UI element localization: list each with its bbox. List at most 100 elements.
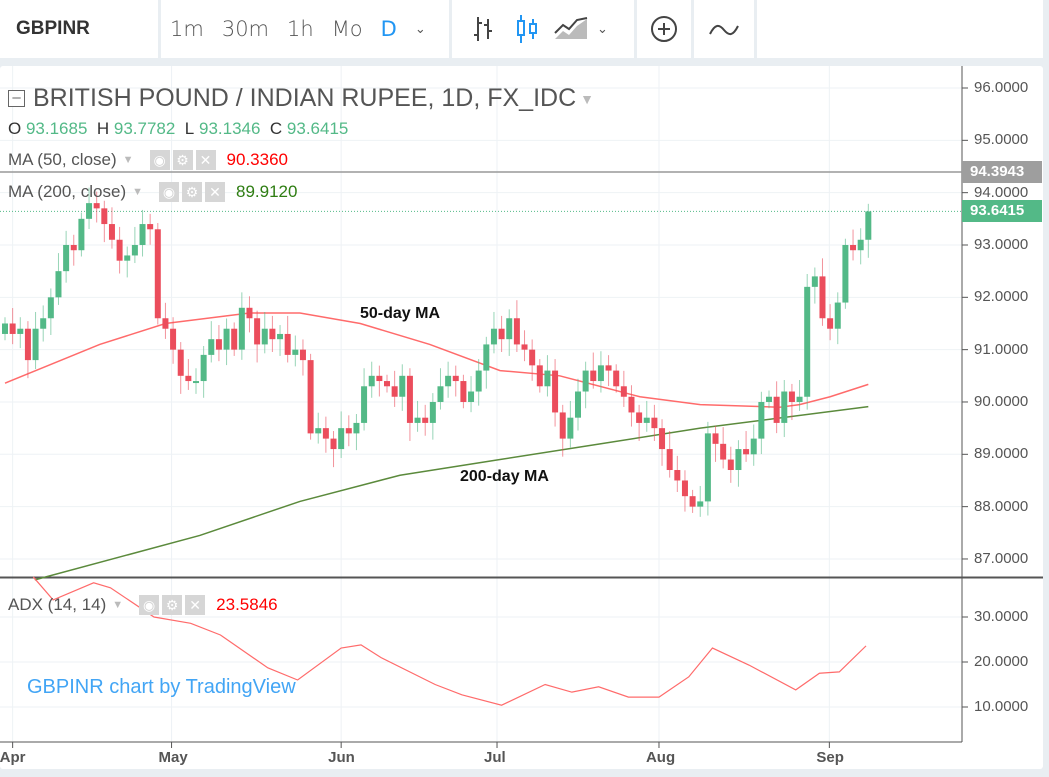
candle-body [529,349,536,366]
chevron-down-icon[interactable]: ⌄ [597,21,608,37]
chevron-down-icon[interactable]: ▼ [580,90,594,107]
area-icon[interactable] [554,17,588,41]
interval-1m[interactable]: 1m [170,17,204,41]
candle-body [796,396,803,402]
time-tick-label: Jul [484,749,506,766]
annotation-50-day-ma: 50-day MA [360,305,441,322]
high-value: 93.7782 [113,119,176,138]
candle-body [170,328,177,350]
candle-body [773,396,780,423]
interval-mo[interactable]: Mo [331,17,363,41]
ma50-line [4,312,869,408]
toolbar-symbol[interactable]: GBPINR [0,0,158,58]
wave-icon [709,24,739,36]
candle-body [620,386,627,397]
candle-body [575,391,581,418]
candle-body [750,438,757,455]
candles-icon[interactable] [514,14,540,44]
candle-body [292,349,299,355]
candle-body [139,224,146,245]
candle-body [376,375,383,382]
open-value: 93.1685 [25,119,88,138]
candle-body [55,271,62,298]
toolbar-spacer [757,0,1043,58]
adx-tick-label: 20.0000 [974,653,1029,670]
candle-body [185,375,192,382]
gear-icon[interactable]: ⚙ [162,595,183,615]
candle-body [322,428,329,439]
ma50-label[interactable]: MA (50, close) [8,150,117,169]
candle-body [788,391,795,402]
close-icon[interactable]: ✕ [205,182,225,202]
time-tick-label: Apr [0,749,26,766]
candle-body [781,391,788,423]
candle-body [124,255,131,261]
candle-body [361,386,368,423]
chevron-down-icon[interactable]: ▼ [132,186,143,198]
chevron-down-icon[interactable]: ▼ [112,599,124,611]
close-label: C [269,119,283,138]
candle-body [857,239,864,251]
watermark[interactable]: GBPINR chart by TradingView [27,676,296,698]
candle-body [353,422,360,434]
candle-body [338,428,345,450]
candle-body [238,307,245,350]
gear-icon[interactable]: ⚙ [172,150,193,170]
price-tick-label: 93.0000 [974,235,1029,253]
candle-body [131,244,138,256]
interval-d[interactable]: D [380,17,397,41]
candle-body [674,470,681,481]
candle-body [162,318,169,329]
ma200-legend: MA (200, close) ▼ ◉ ⚙ ✕ 89.9120 [8,182,297,202]
candle-body [827,318,834,329]
candle-body [9,323,16,334]
candle-body [284,333,291,355]
eye-icon[interactable]: ◉ [149,150,170,170]
add-indicator-button[interactable] [637,0,691,58]
candle-body [613,370,620,387]
adx-legend: ADX (14, 14) ▼ ◉ ⚙ ✕ 23.5846 [8,595,278,615]
eye-icon[interactable]: ◉ [139,595,160,615]
candle-body [70,244,77,251]
candle-body [628,396,635,413]
time-tick-label: Sep [816,749,844,766]
ma200-label[interactable]: MA (200, close) [8,182,127,201]
chevron-down-icon[interactable]: ▼ [122,154,134,166]
candle-body [582,370,589,392]
candle-body [445,375,452,387]
high-label: H [96,119,110,138]
candle-body [32,328,39,361]
price-tick-label: 88.0000 [974,497,1029,515]
price-tick-label: 96.0000 [974,79,1029,96]
price-tick-label: 89.0000 [974,445,1029,463]
candle-body [727,459,734,471]
adx-tick-label: 30.0000 [974,608,1029,625]
interval-30m[interactable]: 30m [221,17,270,41]
collapse-icon[interactable]: – [8,90,25,107]
bars-icon[interactable] [470,15,496,43]
candle-body [666,449,673,471]
candle-body [735,449,742,471]
candle-body [277,333,284,340]
candle-body [483,344,490,371]
candle-body [422,417,429,423]
interval-1h[interactable]: 1h [287,17,314,41]
adx-label[interactable]: ADX (14, 14) [8,595,107,614]
candle-body [429,401,436,423]
candle-body [193,381,199,384]
close-icon[interactable]: ✕ [185,595,206,615]
candle-body [93,203,100,209]
candle-body [506,318,513,340]
candle-body [536,365,543,387]
gear-icon[interactable]: ⚙ [182,182,202,202]
close-icon[interactable]: ✕ [195,150,216,170]
eye-icon[interactable]: ◉ [159,182,179,202]
chevron-down-icon[interactable]: ⌄ [414,21,426,37]
candle-body [452,375,459,382]
candle-body [215,339,222,350]
adx-line [32,576,867,706]
candle-body [399,375,406,397]
candle-body [850,244,857,251]
compare-button[interactable] [694,0,754,58]
